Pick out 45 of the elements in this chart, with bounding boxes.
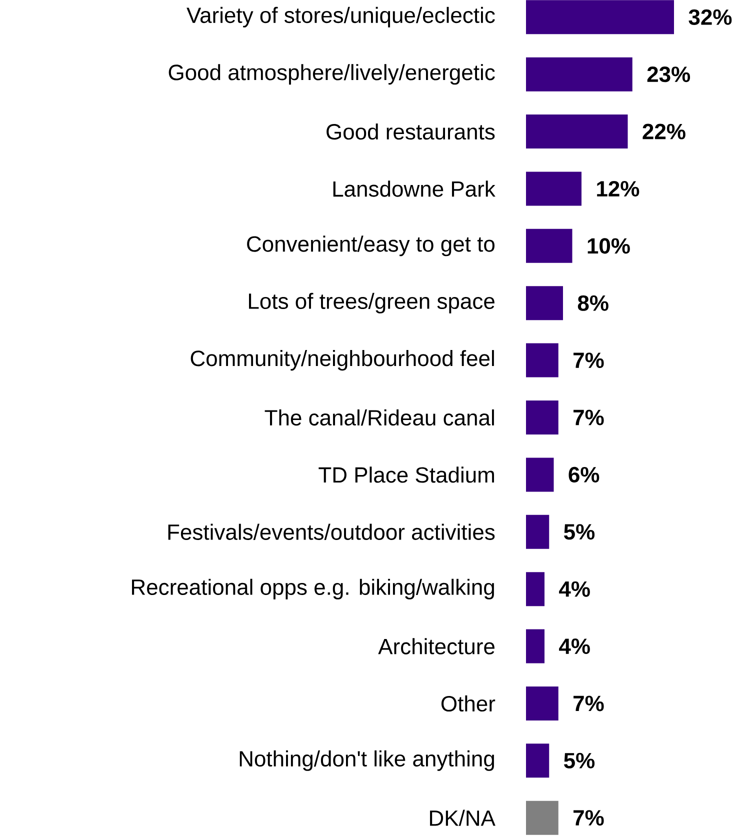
data-label: 5% [564,752,594,768]
y-tick-label: Variety of stores/unique/eclectic [186,6,495,28]
y-tick-label: Other [441,695,496,712]
data-label: 7% [573,696,604,712]
y-tick-label: TD Place Stadium [318,466,494,483]
data-label: 5% [564,524,594,540]
bar [526,57,632,92]
bar [526,343,558,378]
y-tick-label: Lansdowne Park [333,180,496,197]
y-tick-label: Festivals/events/outdoor activities [168,524,495,540]
data-label: 8% [578,295,608,311]
bar [526,629,544,664]
bar [526,114,628,149]
y-tick-label: The canal/Rideau canal [264,409,494,426]
bar [526,744,550,778]
y-tick-label: Community/neighbourhood feel [190,350,494,371]
data-label: 23% [647,66,690,82]
bar [526,400,558,435]
bar [526,228,572,263]
data-label: 7% [573,410,604,426]
y-tick-label: Nothing/don't like anything [240,750,494,771]
bar [526,800,558,835]
bar [526,458,554,492]
data-label: 6% [568,466,600,482]
data-label: 10% [588,238,630,254]
y-tick-label: Lots of trees/green space [248,292,494,314]
y-tick-label: Convenient/easy to get to [247,236,494,256]
bar [526,172,582,206]
y-tick-label: Good atmosphere/lively/energetic [168,64,495,85]
y-tick-label: Recreational opps e.g. biking/walking [132,578,494,600]
data-label: 12% [597,180,640,196]
data-label: 22% [642,124,686,140]
data-label: 7% [573,810,604,826]
bar [526,572,544,606]
bar [526,514,550,549]
bar [526,686,558,720]
y-tick-label: Good restaurants [326,123,495,140]
data-label: 32% [688,9,732,25]
bar [526,286,563,320]
data-label: 4% [558,638,590,654]
data-label: 7% [573,352,604,368]
y-tick-label: Architecture [378,638,494,654]
bar [526,0,674,34]
data-label: 4% [558,581,590,597]
y-tick-label: DK/NA [430,810,496,826]
